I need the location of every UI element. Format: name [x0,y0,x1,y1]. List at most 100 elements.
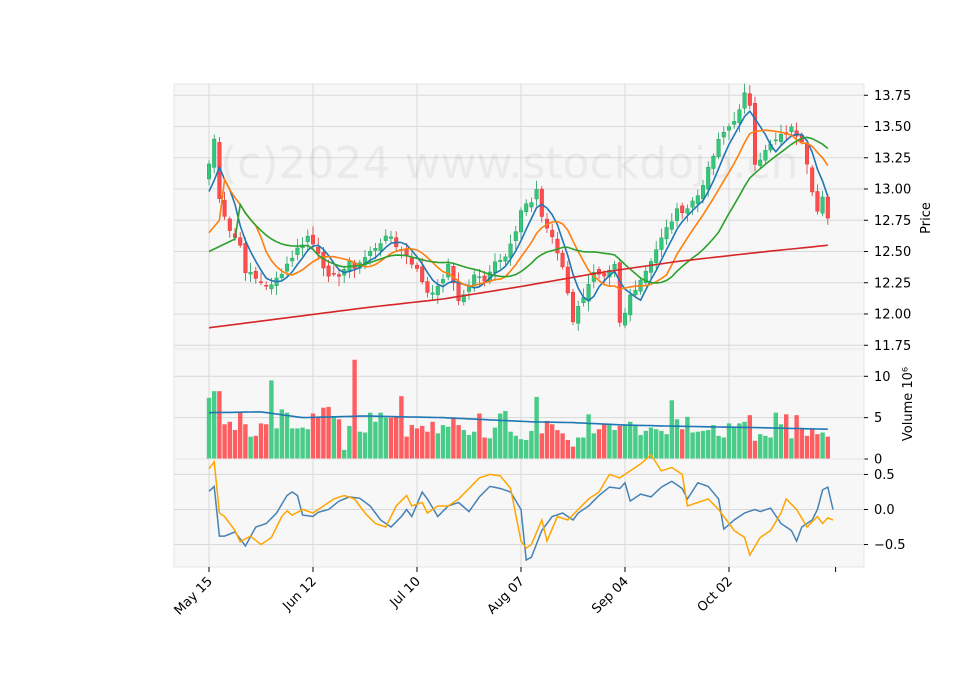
candle-body [742,92,747,109]
candle-body [753,103,758,165]
candle [742,83,747,114]
volume-bar [279,409,284,459]
candle-body [227,218,232,231]
volume-bar [778,424,784,459]
volume-bar [446,426,451,459]
x-tick-label: Sep 04 [589,574,632,617]
y-tick-label: 5 [874,411,882,426]
volume-bar [217,391,222,459]
volume-bar [451,417,456,459]
y-tick-label: 13.75 [874,89,911,104]
candle-body [732,121,737,125]
candle [716,132,721,160]
volume-bar [357,431,362,459]
volume-bar [274,428,279,459]
y-tick-label: 13.00 [874,183,911,198]
candle-body [472,274,477,286]
volume-bar [810,428,815,459]
volume-bar [529,430,534,459]
candle [415,262,420,272]
candle [623,308,628,329]
volume-bar [789,438,794,459]
volume-bar [258,423,264,459]
candle-body [253,271,258,279]
volume-bar [544,420,550,459]
candle-body [279,273,284,279]
volume-bar [659,430,664,459]
volume-bar [716,435,721,459]
volume-bar [477,413,482,459]
candle-body [482,275,487,282]
candle-body [206,163,211,180]
candle [555,232,560,261]
volume-bar [227,421,232,459]
candle-body [716,138,721,157]
volume-bar [435,433,440,459]
volume-bar [284,412,290,459]
candle-body [747,93,752,106]
volume-panel: 0 5 10 Volume 10⁶ [173,348,916,468]
candle [805,139,810,175]
candle-body [763,150,768,161]
volume-bar [352,359,357,459]
candle-body [664,227,669,240]
volume-bar [664,434,669,459]
volume-bar [409,425,414,459]
candle-body [669,221,674,230]
volume-bar [212,391,217,459]
candle-body [617,262,622,323]
volume-bar [420,425,425,459]
candle-body [701,185,706,200]
candle [576,300,581,331]
candle [519,207,524,242]
candle [253,266,258,284]
candle-body [290,257,295,262]
candle-body [404,249,409,256]
candle [513,225,518,250]
x-axis: May 15 Jun 12 Jul 10 Aug 07 Sep 04 Oct 02 [172,567,837,618]
candle-body [685,208,690,214]
volume-bars [206,359,830,459]
candle-body [555,238,560,254]
volume-bar [342,449,347,459]
volume-bar [794,415,799,459]
candle [238,232,243,248]
candle [664,219,669,245]
candle-body [467,286,472,292]
price-axis-title: Price [919,202,934,234]
moving-average-ma10 [208,129,829,290]
volume-bar [617,425,622,459]
volume-bar [300,427,305,459]
volume-bar [711,425,716,459]
volume-bar [695,431,700,459]
y-tick-label: 12.75 [874,214,911,229]
volume-bar [706,430,711,459]
volume-bar [773,412,778,459]
volume-bar [726,423,732,459]
candle-body [243,243,248,274]
volume-bar [685,416,690,459]
volume-bar [763,435,768,459]
volume-bar [425,431,430,459]
candle [331,265,336,277]
volume-bar [633,425,638,459]
candle [685,204,690,222]
candle [779,124,784,147]
candle [820,190,825,217]
candle-body [269,284,274,290]
candle [243,237,248,281]
candle-body [711,155,716,169]
price-grid [174,84,864,349]
candle-body [649,261,654,273]
volume-bar [383,417,388,459]
y-tick-label: 12.25 [874,276,911,291]
candle [305,229,310,252]
y-tick-label: 0.5 [874,468,895,483]
volume-bar [503,411,508,459]
volume-bar [456,425,461,459]
candle-body [425,281,430,293]
candle [695,189,700,213]
candle-body [248,272,253,275]
volume-bar [758,434,763,459]
